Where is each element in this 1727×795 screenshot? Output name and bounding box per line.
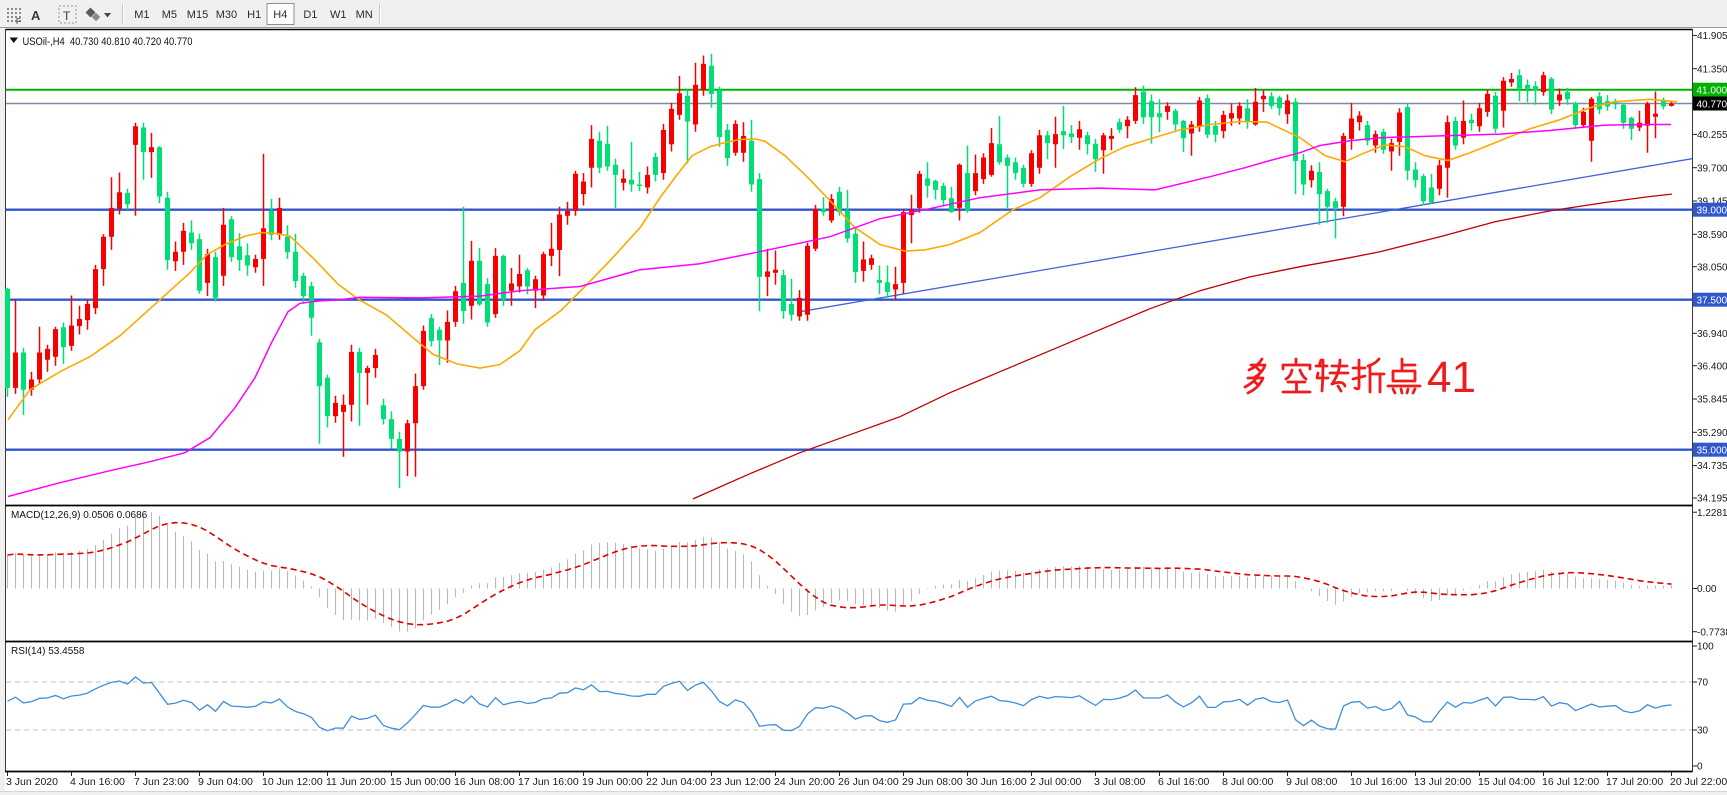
svg-text:36.400: 36.400: [1697, 361, 1727, 372]
svg-text:7 Jun 23:00: 7 Jun 23:00: [134, 776, 189, 788]
svg-text:41.350: 41.350: [1697, 64, 1727, 75]
svg-text:W1: W1: [330, 9, 347, 21]
svg-text:38.050: 38.050: [1697, 262, 1727, 273]
svg-text:15 Jun 00:00: 15 Jun 00:00: [390, 776, 451, 788]
svg-text:36.940: 36.940: [1697, 329, 1727, 340]
svg-text:0.00: 0.00: [1697, 584, 1717, 595]
svg-text:34.195: 34.195: [1697, 494, 1727, 505]
svg-text:35.000: 35.000: [1697, 446, 1727, 457]
svg-text:20 Jul 22:00: 20 Jul 22:00: [1670, 776, 1727, 788]
svg-text:41.000: 41.000: [1697, 86, 1727, 97]
svg-text:35.845: 35.845: [1697, 395, 1727, 406]
svg-text:39.145: 39.145: [1697, 197, 1727, 208]
svg-text:MACD(12,26,9) 0.0506 0.0686: MACD(12,26,9) 0.0506 0.0686: [11, 510, 148, 521]
svg-text:1.2281: 1.2281: [1697, 508, 1727, 519]
svg-text:100: 100: [1697, 642, 1714, 653]
svg-text:H1: H1: [247, 9, 261, 21]
svg-text:39.700: 39.700: [1697, 163, 1727, 174]
svg-text:H4: H4: [273, 9, 287, 21]
svg-text:17 Jun 16:00: 17 Jun 16:00: [518, 776, 579, 788]
svg-text:10 Jun 12:00: 10 Jun 12:00: [262, 776, 323, 788]
svg-text:16 Jul 12:00: 16 Jul 12:00: [1542, 776, 1599, 788]
svg-text:M15: M15: [187, 9, 208, 21]
svg-text:-0.7738: -0.7738: [1697, 627, 1727, 638]
svg-text:9 Jul 08:00: 9 Jul 08:00: [1286, 776, 1338, 788]
svg-text:17 Jul 20:00: 17 Jul 20:00: [1606, 776, 1663, 788]
svg-text:39.000: 39.000: [1697, 206, 1727, 217]
svg-text:2 Jul 00:00: 2 Jul 00:00: [1030, 776, 1082, 788]
svg-text:30: 30: [1697, 726, 1709, 737]
svg-text:4 Jun 16:00: 4 Jun 16:00: [70, 776, 125, 788]
svg-text:23 Jun 12:00: 23 Jun 12:00: [710, 776, 771, 788]
svg-text:41.905: 41.905: [1697, 31, 1727, 42]
svg-text:D1: D1: [303, 9, 317, 21]
svg-text:F: F: [16, 17, 21, 26]
svg-text:40.770: 40.770: [1697, 99, 1727, 110]
svg-text:T: T: [63, 9, 71, 23]
svg-text:70: 70: [1697, 678, 1709, 689]
svg-text:RSI(14) 53.4558: RSI(14) 53.4558: [11, 646, 85, 657]
svg-text:30 Jun 16:00: 30 Jun 16:00: [966, 776, 1027, 788]
svg-text:10 Jul 16:00: 10 Jul 16:00: [1350, 776, 1407, 788]
svg-text:MN: MN: [356, 9, 373, 21]
svg-text:0: 0: [1697, 762, 1703, 773]
svg-text:26 Jun 04:00: 26 Jun 04:00: [838, 776, 899, 788]
svg-text:38.590: 38.590: [1697, 230, 1727, 241]
svg-text:3 Jun 2020: 3 Jun 2020: [6, 776, 58, 788]
svg-text:9 Jun 04:00: 9 Jun 04:00: [198, 776, 253, 788]
svg-text:22 Jun 04:00: 22 Jun 04:00: [646, 776, 707, 788]
svg-text:41: 41: [1427, 353, 1476, 402]
svg-text:11 Jun 20:00: 11 Jun 20:00: [326, 776, 386, 788]
svg-text:M5: M5: [162, 9, 177, 21]
svg-text:19 Jun 00:00: 19 Jun 00:00: [582, 776, 643, 788]
svg-text:15 Jul 04:00: 15 Jul 04:00: [1478, 776, 1535, 788]
svg-text:34.735: 34.735: [1697, 461, 1727, 472]
svg-text:29 Jun 08:00: 29 Jun 08:00: [902, 776, 963, 788]
svg-text:6 Jul 16:00: 6 Jul 16:00: [1158, 776, 1210, 788]
svg-text:16 Jun 08:00: 16 Jun 08:00: [454, 776, 515, 788]
svg-text:8 Jul 00:00: 8 Jul 00:00: [1222, 776, 1274, 788]
svg-text:M30: M30: [216, 9, 237, 21]
svg-text:13 Jul 20:00: 13 Jul 20:00: [1414, 776, 1471, 788]
svg-text:35.290: 35.290: [1697, 428, 1727, 439]
svg-text:24 Jun 20:00: 24 Jun 20:00: [774, 776, 835, 788]
svg-text:3 Jul 08:00: 3 Jul 08:00: [1094, 776, 1146, 788]
svg-text:M1: M1: [134, 9, 149, 21]
svg-text:A: A: [31, 8, 41, 23]
svg-text:USOil-,H4 40.730 40.810 40.72: USOil-,H4 40.730 40.810 40.720 40.770: [23, 36, 193, 48]
svg-text:40.255: 40.255: [1697, 130, 1727, 141]
svg-text:37.500: 37.500: [1697, 296, 1727, 307]
